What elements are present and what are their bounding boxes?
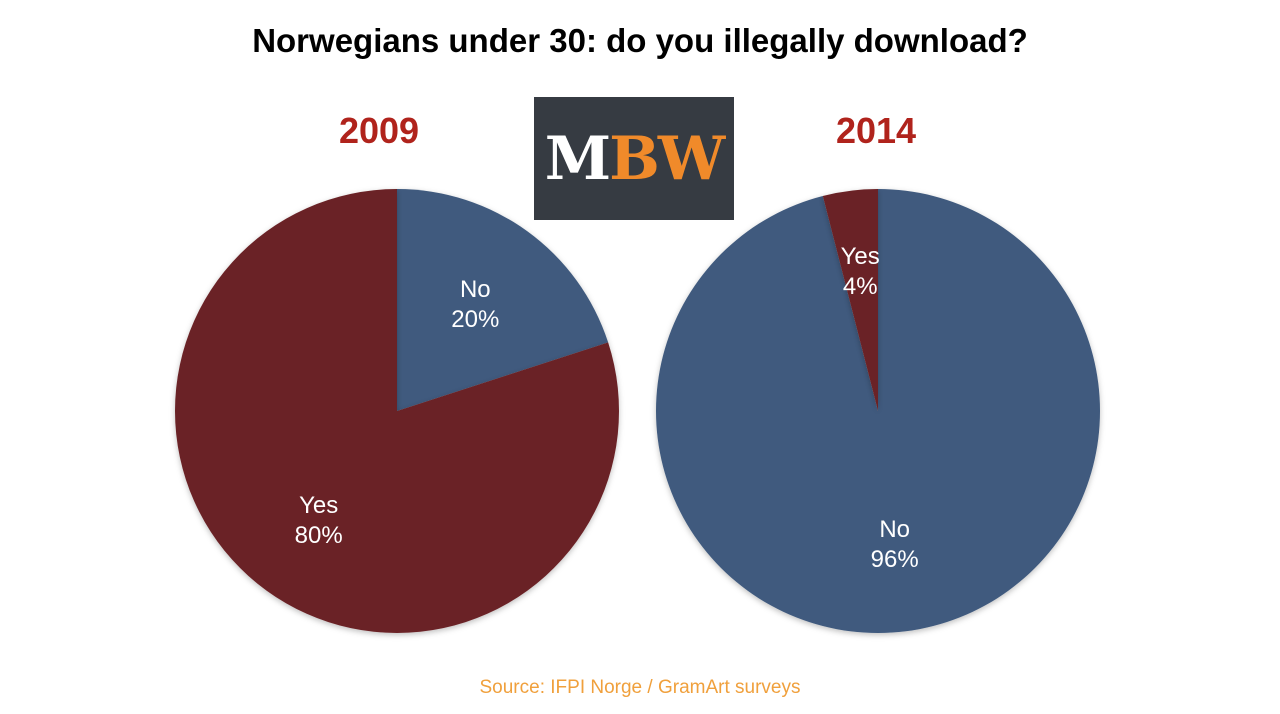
logo-letter-m: M [544, 123, 611, 194]
pie-2009-title: 2009 [338, 110, 420, 151]
slice-label-no: No [879, 516, 910, 543]
pie-slice-no [397, 189, 609, 411]
pie-2014: No 96% Yes 4% [656, 189, 1101, 633]
slice-value-yes: 80% [295, 522, 343, 549]
slice-label-yes: Yes [299, 492, 338, 519]
pie-2009: No 20% Yes 80% [175, 189, 619, 633]
source-note: Source: IFPI Norge / GramArt surveys [479, 677, 801, 698]
logo-letters-bw: BW [609, 123, 725, 194]
slice-value-no: 96% [871, 546, 919, 573]
slice-label-no: No [460, 276, 491, 303]
slice-value-no: 20% [451, 306, 499, 333]
slice-value-yes: 4% [843, 273, 878, 300]
slice-label-yes: Yes [841, 243, 880, 270]
pie-slice-no [656, 189, 1101, 633]
pie-slice-yes [822, 189, 878, 411]
mbw-logo: MBW [534, 97, 734, 220]
chart-title: Norwegians under 30: do you illegally do… [252, 22, 1028, 59]
pie-2014-title: 2014 [835, 110, 917, 151]
pie-slice-yes [175, 189, 619, 633]
